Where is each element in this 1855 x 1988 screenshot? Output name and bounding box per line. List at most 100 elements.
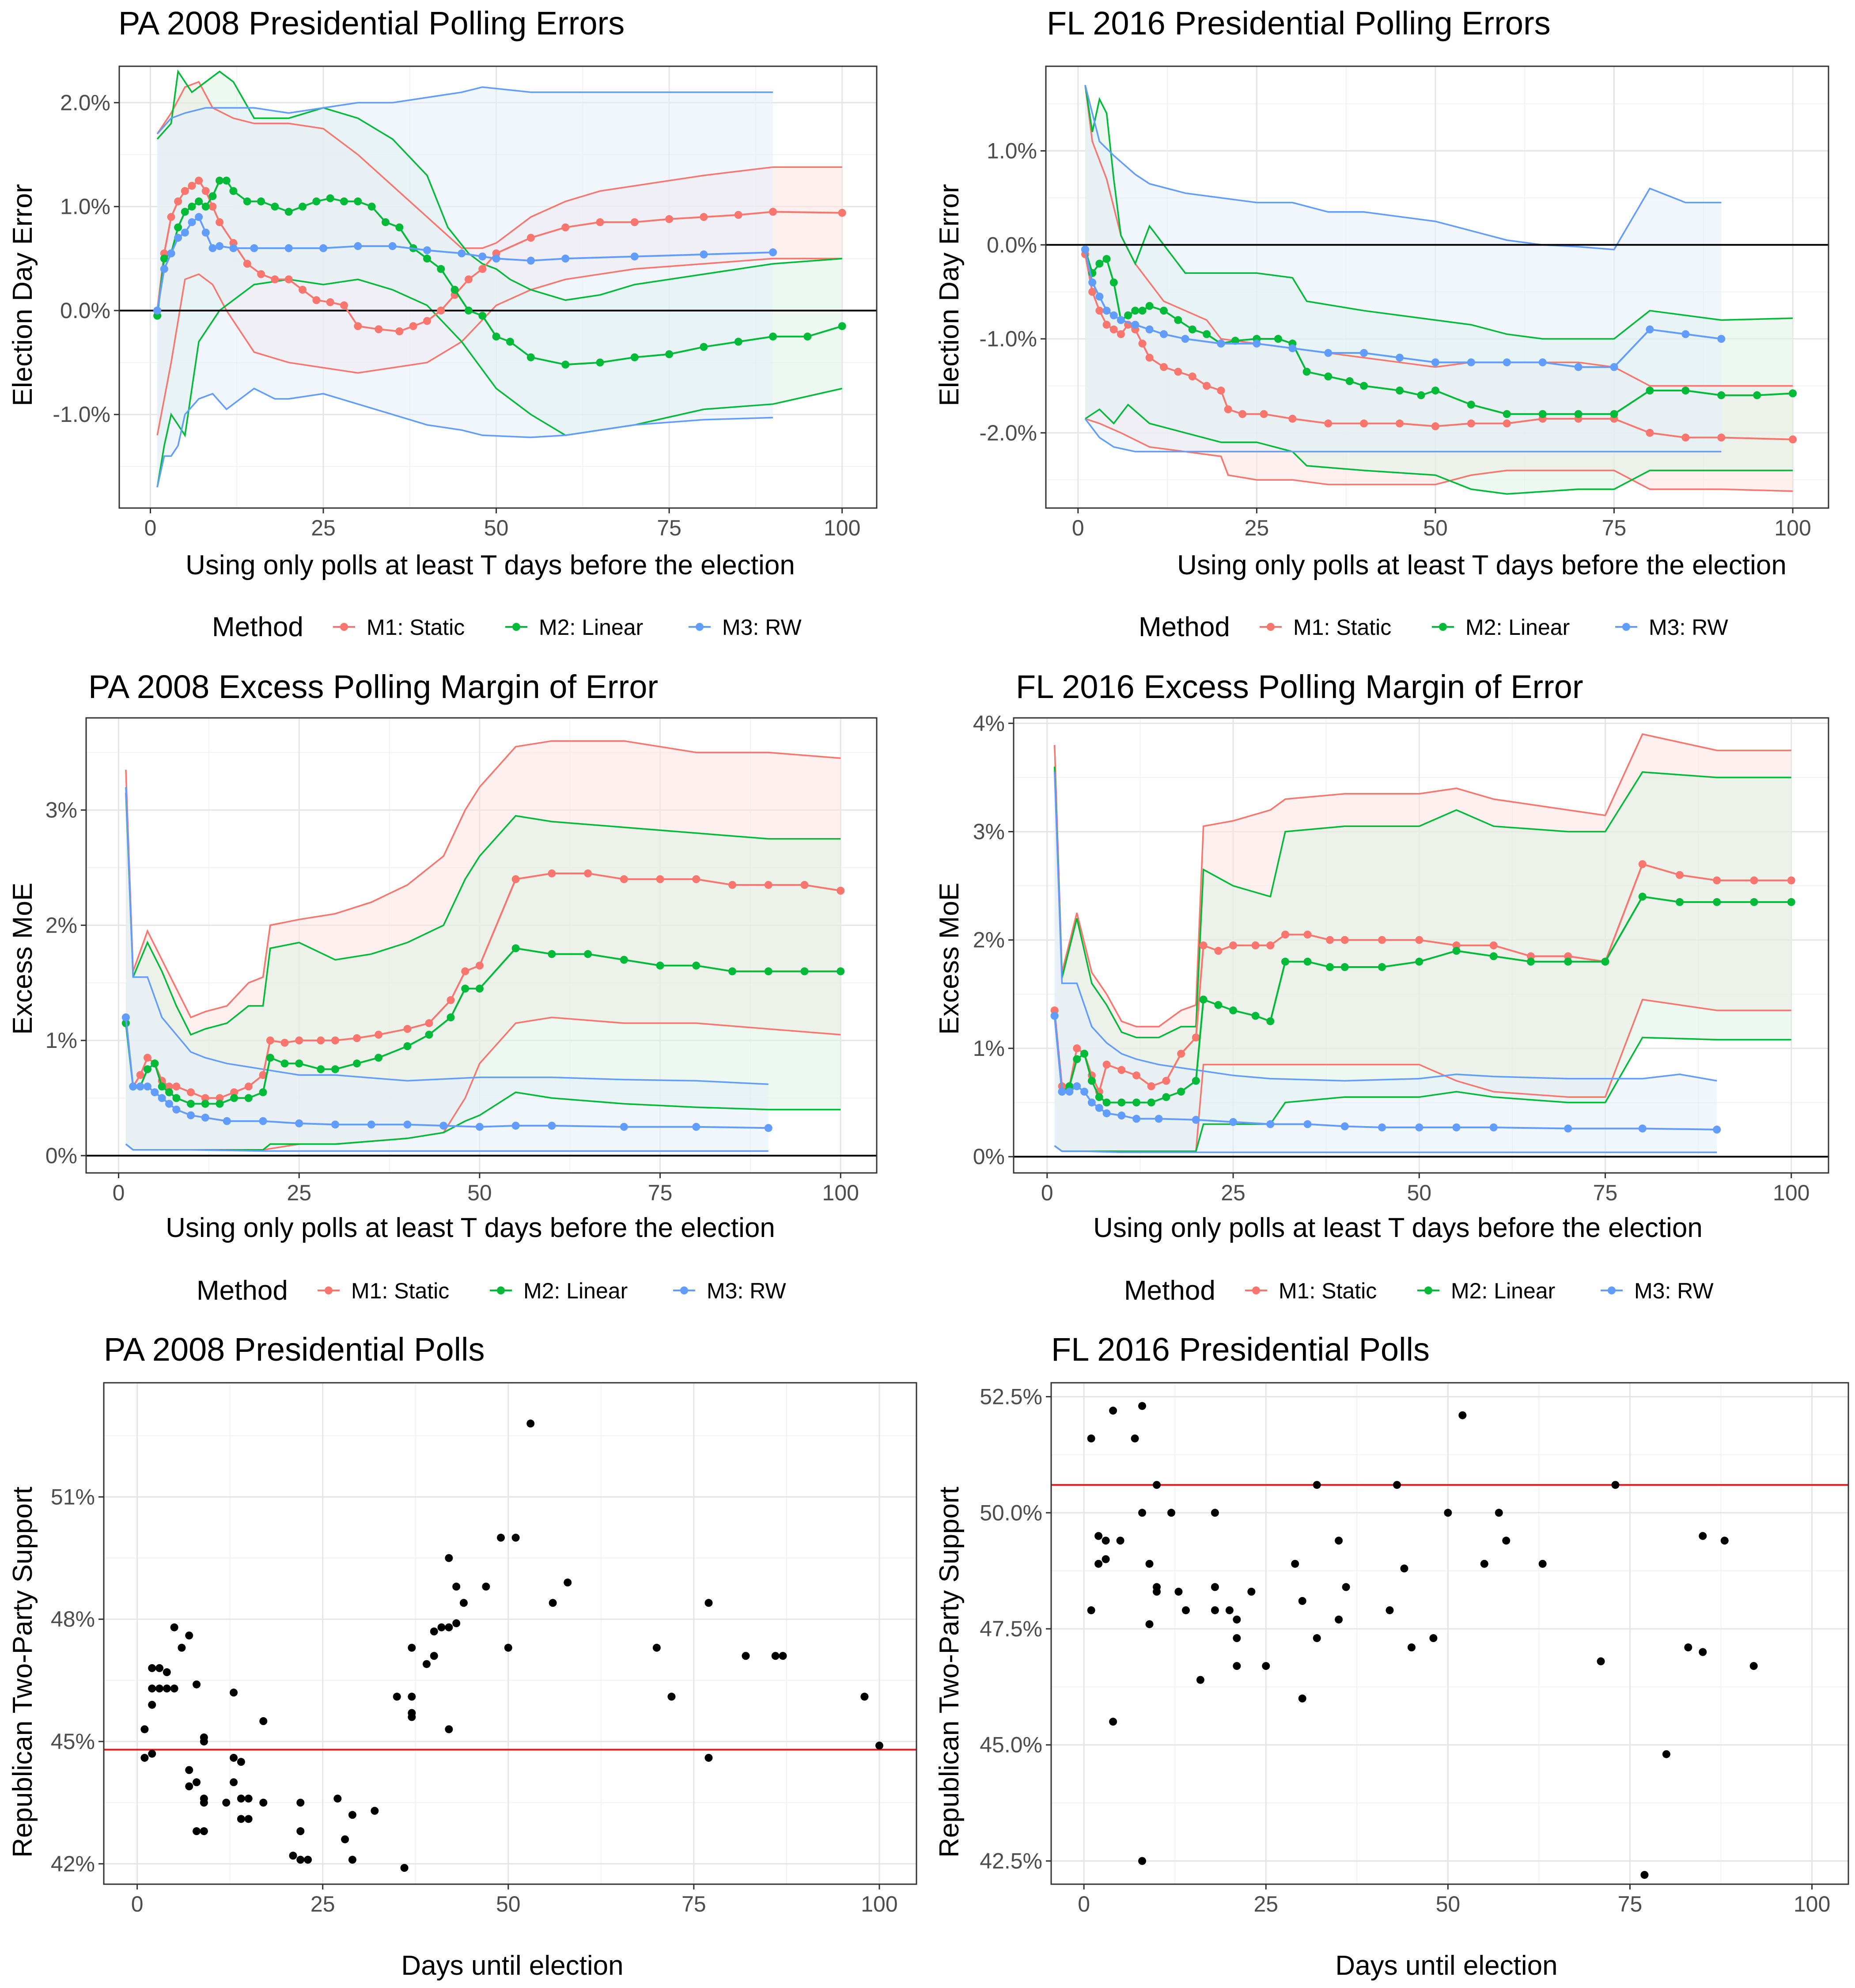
poll-point [496,1533,505,1542]
point-m3 [1088,278,1097,287]
poll-point [875,1741,883,1750]
y-tick-label: 0% [973,1144,1005,1169]
fl-excess-moe-chart: FL 2016 Excess Polling Margin of Error U… [934,668,1829,1243]
point-m2 [1467,400,1475,409]
y-tick-label: -1.0% [53,402,110,427]
point-m3 [1574,363,1582,371]
poll-point [1167,1509,1175,1517]
point-m1 [1378,936,1386,944]
point-m1 [201,1094,209,1102]
poll-point [1298,1694,1306,1703]
point-m2 [244,1094,253,1102]
point-m1 [375,325,383,334]
y-axis-label: Election Day Error [8,184,38,406]
chart-title: PA 2008 Presidential Polling Errors [118,5,625,42]
point-m1 [353,1034,361,1042]
point-m1 [620,875,628,884]
legend-key-m2 [1430,614,1456,640]
x-tick-label: 75 [1602,516,1627,540]
point-m3 [1713,1125,1721,1134]
poll-point [1597,1657,1605,1666]
point-m1 [437,306,445,315]
point-m1 [478,265,487,273]
poll-point [244,1815,253,1823]
chart-title: FL 2016 Presidential Polling Errors [1047,5,1551,42]
point-m3 [1145,325,1154,334]
point-m1 [1646,429,1654,437]
point-m2 [1138,307,1147,315]
poll-point [1138,1857,1147,1865]
poll-point [652,1643,661,1652]
point-m2 [1345,377,1354,385]
point-m3 [1132,1115,1141,1123]
poll-point [259,1798,268,1807]
poll-point [1298,1597,1306,1605]
poll-point [155,1664,164,1672]
point-m2 [326,194,334,202]
point-m1 [1214,947,1223,955]
point-m3 [561,254,570,263]
poll-point [230,1688,238,1697]
point-m2 [1750,898,1758,906]
point-m2 [1601,957,1609,966]
point-m1 [461,967,469,975]
point-m1 [1288,414,1297,423]
legend: Method M1: Static M2: Linear M3: RW [1124,1275,1714,1306]
point-m3 [764,1124,772,1132]
poll-point [445,1725,453,1734]
x-tick-label: 100 [1774,516,1811,540]
legend-key-m3 [1599,1278,1624,1303]
poll-point [178,1643,186,1652]
point-m2 [1503,410,1511,418]
poll-point [408,1709,416,1717]
lower-bound-m1 [1085,418,1793,492]
point-m2 [1162,1093,1170,1101]
point-m1 [700,213,708,221]
poll-point [193,1778,201,1787]
point-m3 [769,248,777,257]
point-m2 [620,956,628,964]
point-m3 [284,244,293,252]
point-m1 [1431,422,1439,430]
point-m3 [1610,363,1618,371]
point-m3 [692,1123,700,1131]
point-m3 [1117,1112,1126,1120]
poll-point [1699,1648,1707,1656]
point-m2 [464,306,473,315]
point-m2 [769,332,777,341]
point-m3 [1503,358,1511,367]
poll-point [452,1582,461,1591]
point-m2 [1646,387,1654,395]
poll-point [1102,1555,1110,1563]
point-m1 [1174,368,1182,376]
x-tick-label: 25 [1221,1180,1246,1205]
point-m2 [692,961,700,970]
point-m1 [1676,871,1684,879]
point-m2 [506,338,514,346]
poll-point [1502,1537,1510,1545]
point-m3 [1266,1120,1275,1128]
point-m1 [395,327,404,335]
poll-point [296,1855,305,1864]
point-m3 [1646,325,1654,334]
poll-point [289,1851,297,1860]
poll-point [1699,1532,1707,1540]
plot-border [103,1382,917,1885]
poll-point [393,1692,401,1701]
point-m1 [299,285,307,294]
poll-point [1749,1662,1758,1670]
x-tick-label: 0 [144,516,157,540]
point-m2 [1324,372,1333,381]
point-m3 [1396,353,1404,362]
legend-title: Method [1124,1275,1215,1306]
poll-point [1087,1434,1095,1443]
point-m1 [511,875,520,884]
point-m1 [1132,1071,1141,1080]
point-m2 [1095,259,1104,268]
lower-bound-m2 [1085,403,1793,495]
point-m2 [734,338,742,346]
poll-point [244,1795,253,1803]
point-m1 [1360,419,1368,428]
point-m2 [764,967,772,975]
point-m2 [165,1088,173,1096]
